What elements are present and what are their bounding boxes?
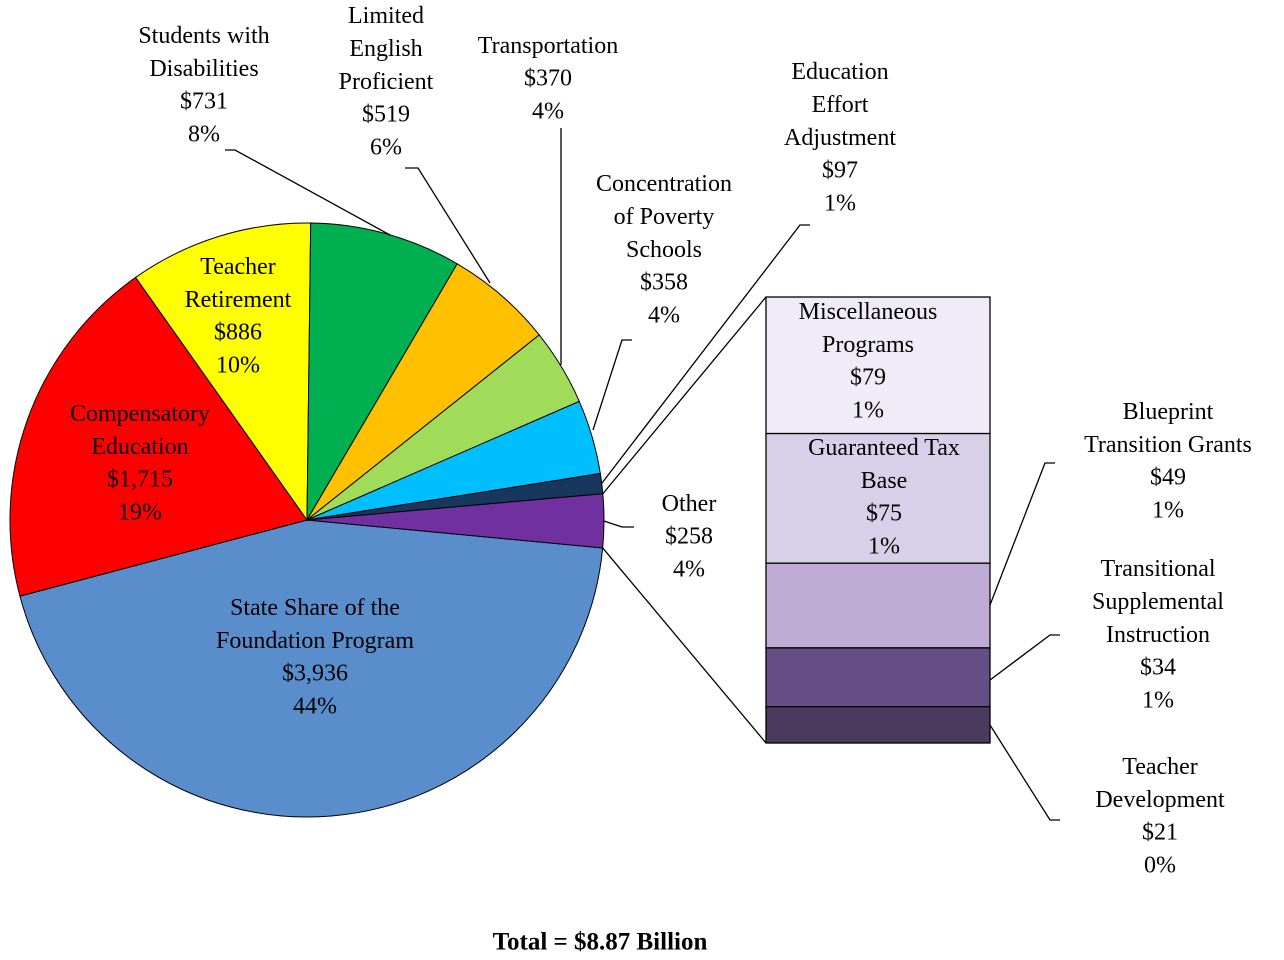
pie-slice (9, 276, 308, 597)
slice-name: Concentration of Poverty Schools (596, 171, 732, 263)
name-line: Instruction (1106, 622, 1210, 648)
name-line: Limited (348, 3, 424, 29)
name-line: Programs (822, 332, 914, 358)
percent-label: 1% (852, 398, 884, 424)
name-line: Retirement (185, 287, 292, 313)
name-line: Effort (812, 92, 869, 118)
value-label: $886 (214, 320, 262, 346)
leader-line (225, 149, 391, 236)
name-line: Foundation Program (216, 628, 414, 654)
name-line: Proficient (339, 69, 434, 95)
leader-line (602, 547, 767, 744)
leader-line (592, 339, 632, 431)
value-label: $34 (1140, 655, 1176, 681)
name-line: Miscellaneous (799, 299, 938, 325)
name-line: Education (791, 59, 888, 85)
value-label: $21 (1142, 820, 1178, 846)
name-line: Transitional (1100, 556, 1215, 582)
value-label: $358 (640, 270, 688, 296)
value-label: $731 (180, 89, 228, 115)
name-line: Transportation (478, 33, 618, 59)
name-line: English (349, 36, 422, 62)
value-label: $75 (866, 501, 902, 527)
slice-name: Other (662, 491, 717, 517)
value-label: $258 (665, 524, 713, 550)
percent-label: 44% (293, 694, 337, 720)
slice-name: Guaranteed Tax Base (808, 435, 960, 494)
name-line: Transition Grants (1084, 432, 1252, 458)
value-label: $3,936 (282, 661, 348, 687)
name-line: Teacher (200, 254, 276, 280)
name-line: Other (662, 491, 717, 517)
slice-name: Limited English Proficient (339, 3, 434, 95)
name-line: Supplemental (1092, 589, 1224, 615)
percent-label: 19% (118, 500, 162, 526)
pie-slice (306, 222, 458, 522)
leader-line (989, 634, 1060, 681)
name-line: Students with (138, 23, 269, 49)
pie-slice (134, 222, 312, 522)
slice-name: Education Effort Adjustment (784, 59, 896, 151)
name-line: Education (91, 434, 188, 460)
name-line: of Poverty (614, 204, 715, 230)
percent-label: 4% (532, 99, 564, 125)
name-line: Teacher (1122, 754, 1198, 780)
name-line: Schools (626, 237, 702, 263)
bar-segment (765, 706, 991, 744)
percent-label: 4% (648, 303, 680, 329)
percent-label: 1% (1142, 688, 1174, 714)
bar-segment (765, 296, 991, 435)
leader-line (989, 462, 1055, 606)
percent-label: 1% (1152, 498, 1184, 524)
total-note: Total = $8.87 Billion (493, 929, 708, 956)
value-label: $97 (822, 158, 858, 184)
slice-name: Miscellaneous Programs (799, 299, 938, 358)
value-label: $1,715 (107, 467, 173, 493)
slice-name: Compensatory Education (70, 401, 210, 460)
percent-label: 10% (216, 353, 260, 379)
name-line: Compensatory (70, 401, 210, 427)
slice-name: Blueprint Transition Grants (1084, 399, 1252, 458)
pie-slice (306, 493, 605, 549)
percent-label: 4% (673, 557, 705, 583)
leader-line (405, 167, 491, 284)
bar-segment (765, 562, 991, 649)
leader-line (601, 224, 810, 484)
percent-label: 6% (370, 135, 402, 161)
leader-line (603, 520, 634, 528)
leader-line (602, 296, 767, 495)
name-line: State Share of the (230, 595, 400, 621)
slice-name: Teacher Development (1095, 754, 1225, 813)
name-line: Disabilities (149, 56, 258, 82)
slice-name: Transitional Supplemental Instruction (1092, 556, 1224, 648)
name-line: Base (861, 468, 908, 494)
value-label: $370 (524, 66, 572, 92)
name-line: Development (1095, 787, 1225, 813)
name-line: Blueprint (1123, 399, 1214, 425)
value-label: $79 (850, 365, 886, 391)
pie-slice (19, 519, 604, 818)
slice-name: Students with Disabilities (138, 23, 269, 82)
percent-label: 8% (188, 122, 220, 148)
name-line: Concentration (596, 171, 732, 197)
percent-label: 1% (824, 191, 856, 217)
slice-name: Teacher Retirement (185, 254, 292, 313)
name-line: Adjustment (784, 125, 896, 151)
bar-segment (765, 647, 991, 708)
percent-label: 1% (868, 534, 900, 560)
slice-name: Transportation (478, 33, 618, 59)
percent-label: 0% (1144, 853, 1176, 879)
name-line: Guaranteed Tax (808, 435, 960, 461)
slice-name: State Share of the Foundation Program (216, 595, 414, 654)
bar-segment (765, 432, 991, 564)
value-label: $49 (1150, 465, 1186, 491)
leader-line (989, 724, 1060, 821)
value-label: $519 (362, 102, 410, 128)
